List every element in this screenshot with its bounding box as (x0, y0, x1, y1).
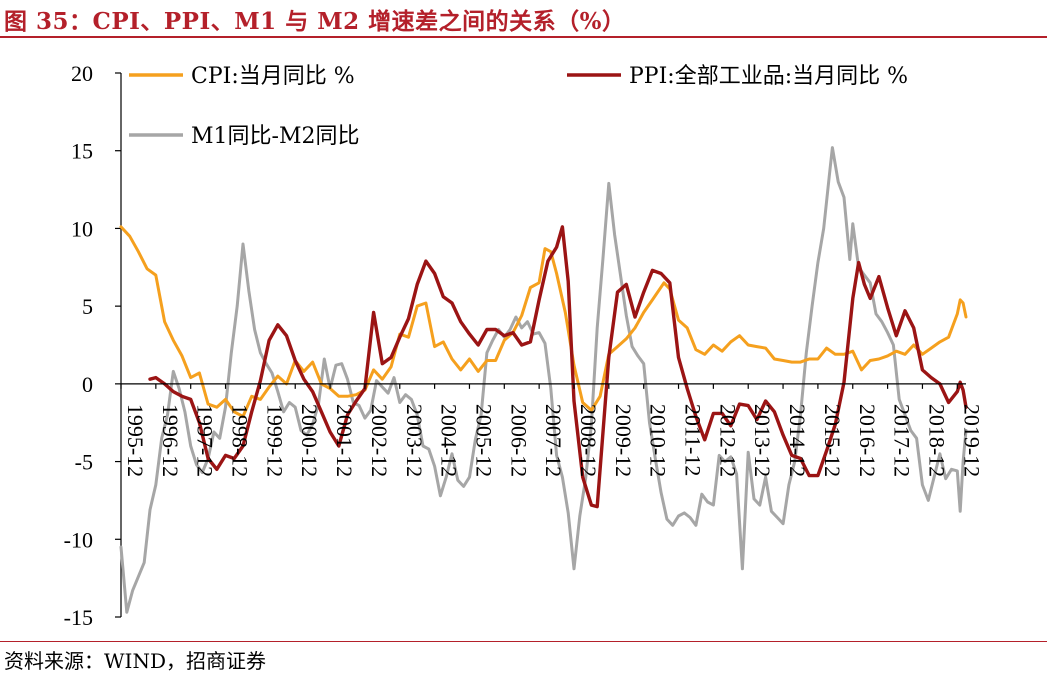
x-tick-label: 2000-12 (297, 404, 322, 477)
legend-label: PPI:全部工业品:当月同比 % (629, 64, 908, 89)
y-axis: -15 -10 -5 0 5 10 15 20 (64, 61, 122, 630)
x-tick-label: 2017-12 (890, 404, 915, 477)
x-tick-label: 2012-12 (715, 404, 740, 477)
x-axis: 1995-12 1996-12 1997-12 1998-12 1999-12 2000-… (120, 383, 984, 477)
y-tick-label: 10 (71, 216, 93, 241)
x-tick-label: 1998-12 (228, 404, 253, 477)
x-tick-label: 2002-12 (367, 404, 392, 477)
y-tick-label: -10 (64, 527, 93, 552)
y-tick-label: 5 (82, 294, 93, 319)
x-tick-label: 2005-12 (471, 404, 496, 477)
y-tick-label: -5 (75, 450, 93, 475)
x-tick-label: 2018-12 (924, 404, 949, 477)
x-tick-label: 1995-12 (123, 404, 148, 477)
series-lines (119, 146, 968, 614)
chart-figure-title: 图 35：CPI、PPI、M1 与 M2 增速差之间的关系（%） (4, 8, 626, 35)
x-tick-label: 1999-12 (262, 404, 287, 477)
x-tick-label: 2001-12 (332, 404, 357, 477)
series-line-ppi (148, 225, 968, 509)
x-tick-label: 2007-12 (541, 404, 566, 477)
x-tick-label: 2011-12 (681, 404, 706, 477)
y-tick-label: 15 (71, 139, 93, 164)
y-tick-label: 0 (82, 372, 93, 397)
x-tick-label: 2009-12 (611, 404, 636, 477)
legend: CPI:当月同比 % PPI:全部工业品:当月同比 % M1同比-M2同比 (129, 64, 908, 149)
x-tick-label: 2014-12 (785, 404, 810, 477)
x-tick-label: 2008-12 (576, 404, 601, 477)
series-line-cpi (119, 225, 968, 418)
x-tick-label: 2013-12 (750, 404, 775, 477)
source-note: 资料来源：WIND，招商证券 (4, 649, 266, 673)
x-tick-label: 1996-12 (158, 404, 183, 477)
footer-divider (0, 641, 1047, 642)
series-line-m1-m2 (119, 146, 968, 614)
title-underline (0, 36, 1047, 38)
x-tick-label: 2004-12 (437, 404, 462, 477)
x-tick-label: 2019-12 (959, 404, 984, 477)
legend-label: CPI:当月同比 % (191, 64, 355, 89)
x-tick-label: 1997-12 (193, 404, 218, 477)
x-tick-label: 2015-12 (820, 404, 845, 477)
y-tick-label: 20 (71, 61, 93, 86)
x-tick-label: 2003-12 (402, 404, 427, 477)
x-tick-label: 2016-12 (855, 404, 880, 477)
y-tick-label: -15 (64, 605, 93, 630)
x-tick-label: 2006-12 (506, 404, 531, 477)
legend-label: M1同比-M2同比 (191, 124, 359, 149)
x-tick-label: 2010-12 (646, 404, 671, 477)
